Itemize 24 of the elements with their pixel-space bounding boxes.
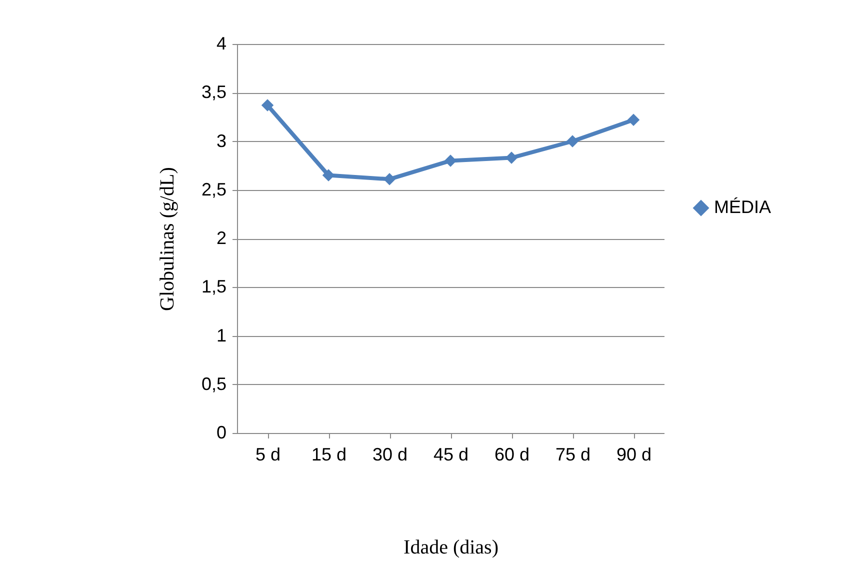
x-tick-label: 15 d — [311, 444, 347, 464]
x-tick-label: 5 d — [255, 444, 281, 464]
y-tick-label: 3,5 — [201, 82, 226, 102]
y-axis-title: Globulinas (g/dL) — [156, 167, 178, 311]
y-tick-label: 0,5 — [201, 374, 226, 394]
point — [383, 173, 396, 186]
y-tick-label: 2 — [216, 228, 226, 248]
y-tick-label: 0 — [216, 422, 226, 442]
x-tick-label: 30 d — [372, 444, 408, 464]
x-axis-title: Idade (dias) — [404, 536, 498, 558]
y-tick-label: 1,5 — [201, 276, 226, 297]
point — [322, 169, 335, 182]
x-tick-label: 90 d — [616, 444, 652, 464]
point — [627, 114, 640, 126]
x-tick-label: 45 d — [433, 444, 469, 464]
point — [566, 135, 579, 148]
y-tick-label: 2,5 — [201, 179, 226, 200]
point — [261, 99, 274, 112]
y-tick-label: 4 — [216, 34, 226, 54]
legend-label: MÉDIA — [714, 197, 772, 217]
y-tick-label: 3 — [216, 130, 226, 151]
y-tick-label: 1 — [216, 325, 226, 346]
x-tick-label: 75 d — [555, 444, 591, 464]
x-tick-label: 60 d — [494, 444, 530, 464]
